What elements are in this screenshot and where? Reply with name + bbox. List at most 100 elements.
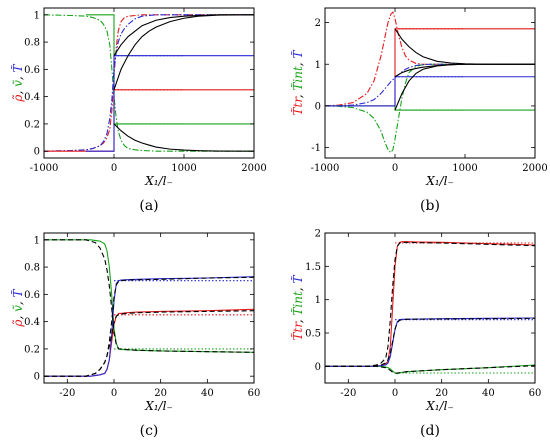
y-axis-label-separator: , [291, 91, 305, 99]
y-axis-label-separator: , [11, 312, 25, 320]
plot-frame [43, 7, 255, 159]
y-tick-label: 0.6 [24, 290, 40, 301]
y-tick-label: 1.5 [305, 262, 321, 273]
y-tick-label: 0.5 [305, 329, 321, 340]
series-line-rho-3 [44, 89, 254, 152]
y-tick-label: 0.8 [24, 38, 40, 49]
series-line-v-1 [44, 14, 254, 152]
series-line-ref-9 [394, 28, 535, 65]
y-tick-label: 2 [315, 18, 321, 29]
panel-1: -1000 0 1000 2000 -1 0 1 2 X₁/l₋ T̃tr, T̃int, T̃ (… [290, 7, 548, 214]
panel-2: -20 0 20 40 60 0 0.2 0.4 0.6 0.8 1 X₁/l₋ ρ̃, ṽ, T̃ (c… [10, 232, 261, 439]
y-tick-label: 1 [315, 295, 321, 306]
x-tick-label: 2000 [241, 163, 266, 174]
y-tick-label: 0 [315, 362, 321, 373]
series-line-ref-11 [394, 63, 535, 111]
y-tick-label: 1 [34, 235, 40, 246]
plot-frame [43, 232, 255, 384]
series-line-T-2 [325, 317, 535, 367]
series-line-ref-6 [325, 241, 535, 367]
series-line-T-5 [86, 55, 254, 152]
x-tick-label: -20 [340, 388, 356, 399]
y-axis-label-part: T̃int [290, 66, 305, 91]
y-tick-label: 0 [315, 101, 321, 112]
y-axis-label-part: ρ̃ [11, 320, 25, 328]
x-tick-label: 40 [482, 388, 495, 399]
y-axis-label-part: ṽ [11, 305, 25, 312]
y-tick-label: 0 [34, 372, 40, 383]
series-group [44, 14, 254, 152]
series-line-Tint-4 [325, 105, 535, 111]
series-line-ref-6 [44, 310, 254, 377]
series-group [44, 239, 254, 377]
x-tick-label: 20 [435, 388, 448, 399]
y-axis-label-part: T̃ [10, 63, 25, 72]
series-line-T-5 [325, 76, 535, 107]
y-axis-label-part: T̃ [10, 288, 25, 297]
x-tick-label: 40 [201, 388, 214, 399]
y-tick-label: 1 [315, 60, 321, 71]
panel-0: -1000 0 1000 2000 0 0.2 0.4 0.6 0.8 1 X₁/l₋ ρ̃, ṽ, … [10, 7, 267, 214]
x-tick-label: 1000 [171, 163, 196, 174]
y-axis-label-part: T̃int [290, 291, 305, 316]
y-axis-label: ρ̃, ṽ, T̃ [10, 63, 25, 102]
y-tick-label: 0.2 [24, 344, 40, 355]
series-group [325, 241, 535, 375]
x-tick-label: -20 [59, 388, 75, 399]
x-tick-label: 0 [392, 388, 398, 399]
y-tick-label: 2 [315, 229, 321, 240]
x-tick-label: 0 [111, 163, 117, 174]
series-line-ref-7 [325, 317, 535, 367]
series-line-T-2 [325, 63, 535, 107]
y-axis-label-separator: , [11, 297, 25, 305]
panel-label: (b) [420, 198, 440, 214]
x-tick-label: 0 [392, 163, 398, 174]
y-axis-label-separator: , [11, 72, 25, 80]
series-line-rho-0 [44, 308, 254, 377]
y-axis-label: ρ̃, ṽ, T̃ [10, 288, 25, 327]
series-group [325, 11, 535, 154]
y-axis-label-part: ρ̃ [11, 95, 25, 103]
y-axis-label: T̃tr, T̃int, T̃ [290, 275, 305, 341]
y-axis-label: T̃tr, T̃int, T̃ [290, 50, 305, 116]
series-line-Tint-1 [325, 63, 535, 154]
y-axis-label-part: T̃ [290, 50, 305, 59]
x-axis-label: X₁/l₋ [144, 399, 173, 413]
y-axis-label-separator: , [291, 316, 305, 324]
series-line-ref-7 [44, 239, 254, 353]
y-tick-label: 1 [34, 10, 40, 21]
series-line-ref-10 [394, 63, 535, 78]
y-tick-label: 0 [34, 147, 40, 158]
y-tick-label: 0.8 [24, 263, 40, 274]
x-tick-label: -1000 [30, 163, 59, 174]
series-line-ref-8 [44, 276, 254, 377]
y-tick-label: 0.4 [24, 317, 40, 328]
series-line-T-2 [44, 276, 254, 377]
plot-frame [324, 7, 536, 159]
y-axis-label-part: T̃tr [290, 96, 305, 116]
x-axis-label: X₁/l₋ [425, 174, 454, 188]
y-tick-label: -1 [311, 143, 321, 154]
y-axis-label-part: T̃tr [290, 321, 305, 341]
series-line-v-1 [44, 239, 254, 353]
panel-3: -20 0 20 40 60 0 0.5 1 1.5 2 X₁/l₋ T̃tr, T̃int, T̃ (… [290, 229, 542, 440]
y-tick-label: 0.4 [24, 92, 40, 103]
x-tick-label: 20 [154, 388, 167, 399]
y-axis-label-separator: , [291, 59, 305, 67]
y-tick-label: 0.2 [24, 119, 40, 130]
x-axis-label: X₁/l₋ [425, 399, 454, 413]
plot-frame [324, 232, 536, 384]
x-tick-label: 60 [248, 388, 261, 399]
y-axis-label-separator: , [11, 87, 25, 95]
panel-label: (d) [420, 423, 440, 439]
series-line-ref-9 [113, 14, 254, 90]
panel-label: (c) [140, 423, 159, 439]
series-line-rho-0 [44, 14, 254, 152]
panel-label: (a) [139, 198, 158, 214]
x-axis-label: X₁/l₋ [144, 174, 173, 188]
y-axis-label-part: ṽ [11, 80, 25, 87]
y-axis-label-separator: , [291, 284, 305, 292]
series-line-Ttr-0 [325, 241, 535, 367]
series-line-ref-11 [113, 14, 254, 57]
